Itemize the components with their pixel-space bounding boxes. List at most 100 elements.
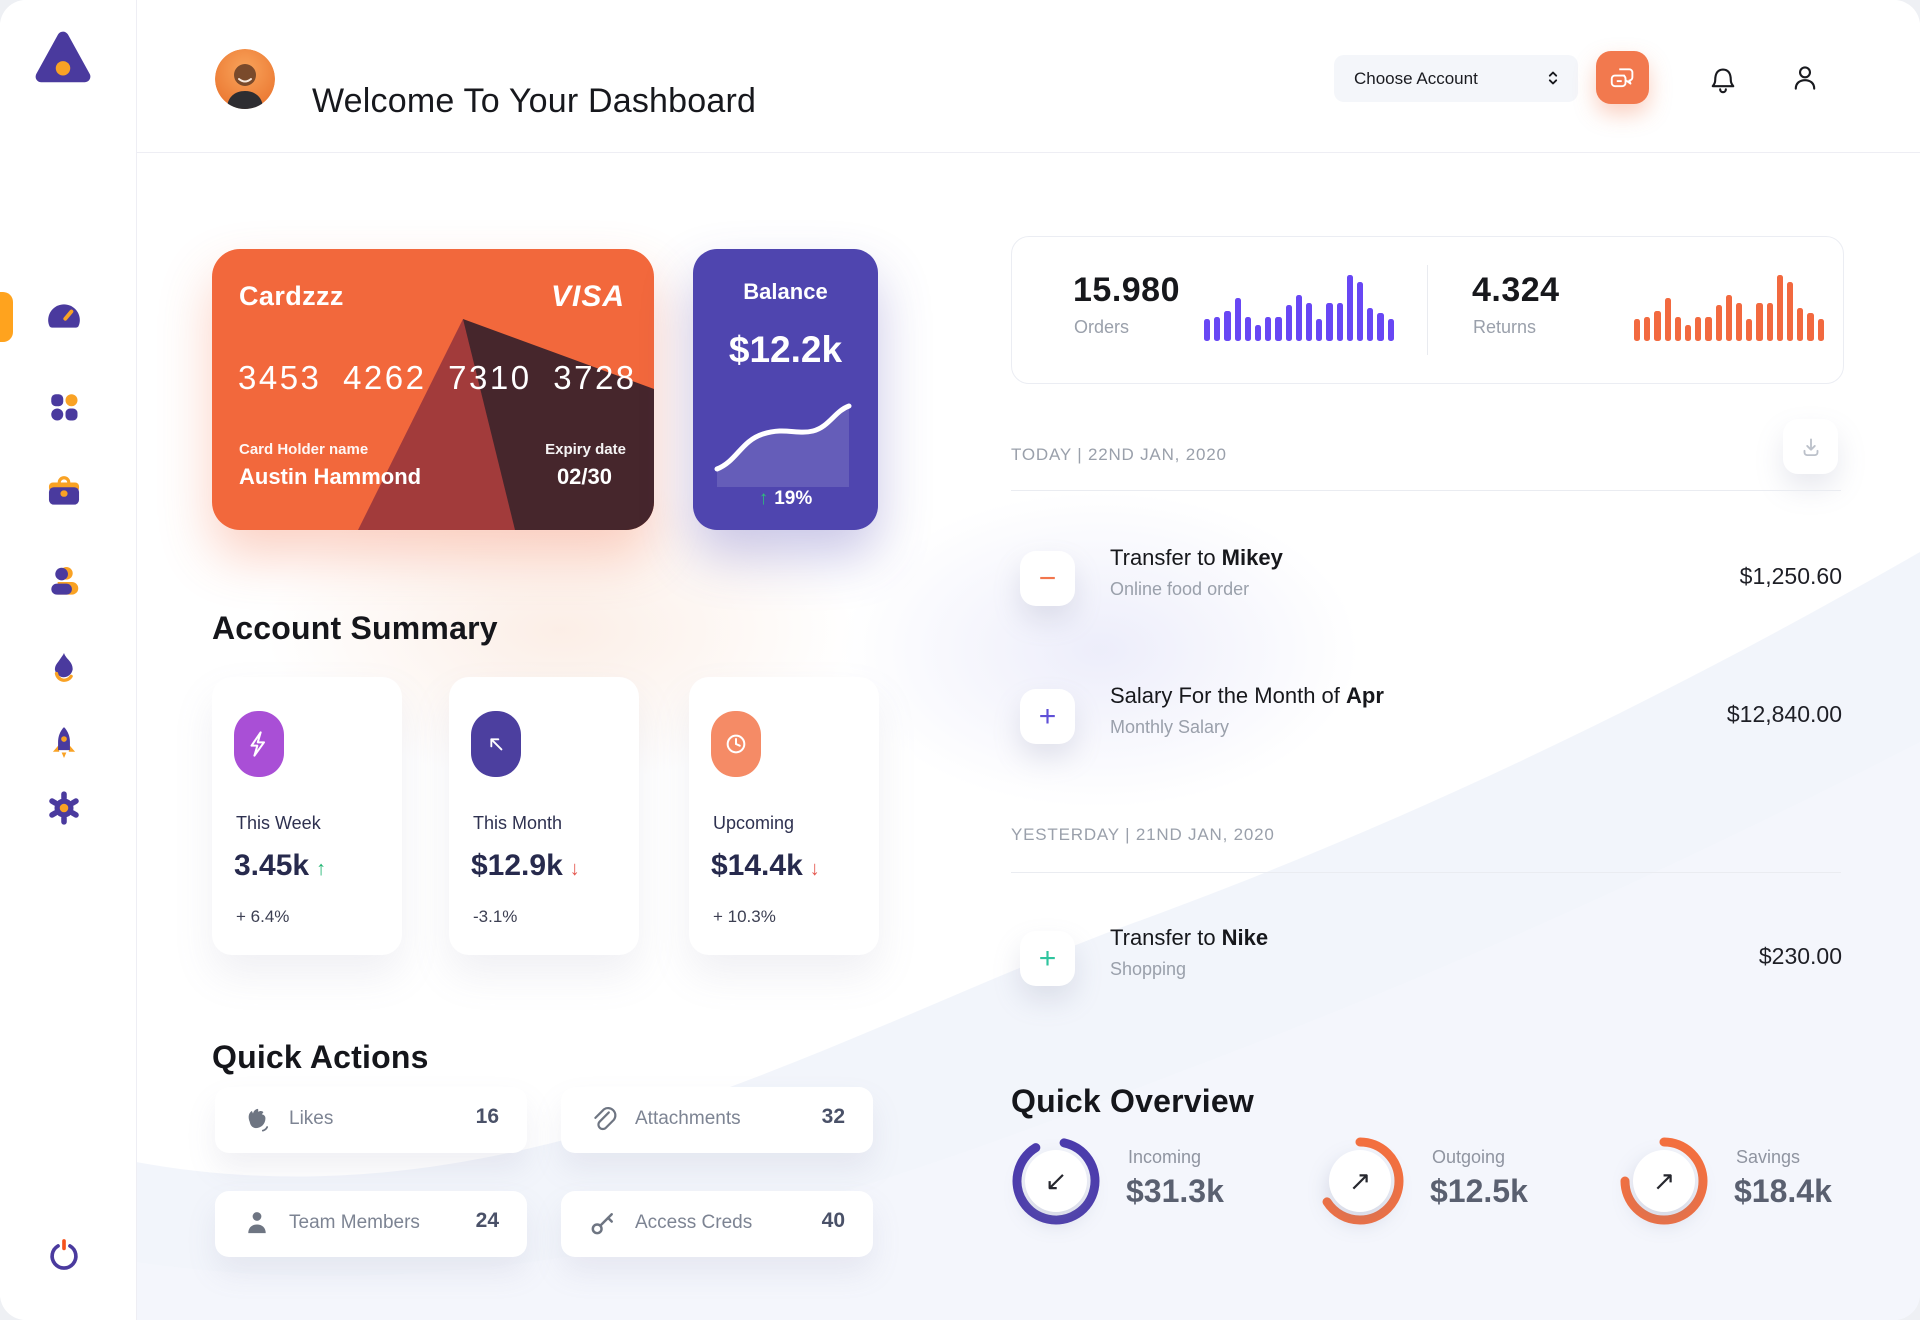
messages-button[interactable] bbox=[1596, 51, 1649, 104]
transaction-title: Salary For the Month of Apr bbox=[1110, 683, 1384, 708]
expiry-label: Expiry date bbox=[545, 441, 626, 458]
quick-action-access-creds[interactable]: Access Creds 40 bbox=[561, 1191, 873, 1257]
trend-arrow-icon: ↑ bbox=[316, 858, 327, 880]
transaction-amount: $1,250.60 bbox=[1739, 563, 1842, 589]
bar bbox=[1346, 275, 1354, 341]
card-name: Cardzzz bbox=[239, 281, 344, 311]
summary-value: $14.4k ↓ bbox=[711, 849, 820, 883]
flame-icon bbox=[54, 652, 73, 682]
date-header-today: TODAY | 22ND JAN, 2020 bbox=[1011, 445, 1227, 464]
orders-label: Orders bbox=[1074, 317, 1130, 337]
bar bbox=[1265, 316, 1272, 341]
bar bbox=[1224, 311, 1231, 341]
account-select[interactable]: Choose Account bbox=[1334, 55, 1578, 102]
bar bbox=[1725, 295, 1733, 341]
bar bbox=[1214, 317, 1221, 341]
user-icon bbox=[1794, 66, 1816, 90]
quick-action-label: Attachments bbox=[635, 1108, 741, 1129]
speedometer-icon bbox=[48, 304, 80, 328]
sidebar-item-portfolio[interactable] bbox=[38, 466, 90, 518]
quick-overview-title: Quick Overview bbox=[1011, 1082, 1254, 1119]
summary-value: $12.9k ↓ bbox=[471, 849, 580, 883]
plus-glyph: + bbox=[1038, 699, 1057, 733]
bar bbox=[1736, 302, 1743, 341]
download-button[interactable] bbox=[1783, 419, 1838, 474]
chevron-updown-icon bbox=[1548, 71, 1558, 85]
bar bbox=[1654, 311, 1661, 341]
sidebar-item-settings[interactable] bbox=[38, 782, 90, 834]
bar bbox=[1807, 312, 1814, 341]
transaction-amount: $230.00 bbox=[1758, 943, 1842, 969]
arrow-down-left-icon: ↙ bbox=[1025, 1150, 1087, 1212]
sidebar-item-activity[interactable] bbox=[38, 642, 90, 694]
active-indicator bbox=[0, 292, 13, 342]
quick-action-attachments[interactable]: Attachments 32 bbox=[561, 1087, 873, 1153]
sidebar-item-dashboard[interactable] bbox=[38, 290, 90, 342]
quick-action-likes[interactable]: Likes 16 bbox=[215, 1087, 527, 1153]
bar bbox=[1336, 303, 1343, 341]
bar bbox=[1695, 316, 1702, 341]
summary-amount: $14.4k bbox=[711, 849, 803, 882]
quick-action-label: Likes bbox=[289, 1108, 334, 1129]
stats-divider bbox=[1427, 265, 1428, 355]
summary-label: Upcoming bbox=[713, 813, 795, 833]
triangle-logo[interactable] bbox=[32, 28, 94, 90]
card-holder-name: Austin Hammond bbox=[239, 464, 422, 489]
transaction-row-salary[interactable]: + Salary For the Month of Apr Monthly Sa… bbox=[1011, 683, 1842, 745]
clap-icon bbox=[241, 1103, 273, 1138]
card-number: 3453 4262 7310 3728 bbox=[238, 359, 637, 396]
orders-returns-card: 15.980 Orders 4.324 Returns bbox=[1011, 236, 1844, 384]
transaction-row-mikey[interactable]: − Transfer to Mikey Online food order $1… bbox=[1011, 545, 1842, 607]
quick-action-count: 40 bbox=[821, 1209, 845, 1232]
summary-percent: + 10.3% bbox=[713, 907, 776, 926]
summary-value: 3.45k ↑ bbox=[234, 849, 326, 883]
expiry-value: 02/30 bbox=[556, 464, 612, 489]
quick-action-count: 32 bbox=[821, 1105, 845, 1128]
bar bbox=[1204, 318, 1211, 341]
bar bbox=[1685, 325, 1692, 341]
returns-value: 4.324 bbox=[1472, 271, 1560, 309]
user-avatar bbox=[215, 49, 275, 109]
returns-label: Returns bbox=[1473, 317, 1537, 337]
notifications-button[interactable] bbox=[1705, 60, 1741, 96]
progress-ring: ↗ bbox=[1316, 1137, 1404, 1225]
returns-bar-chart bbox=[1634, 275, 1824, 341]
bar bbox=[1316, 318, 1323, 341]
page-title: Welcome To Your Dashboard bbox=[312, 81, 757, 120]
transaction-subtitle: Online food order bbox=[1110, 579, 1250, 599]
bar bbox=[1705, 317, 1712, 341]
summary-amount: 3.45k bbox=[234, 849, 310, 882]
plus-icon: + bbox=[1020, 931, 1075, 986]
bar bbox=[1234, 298, 1241, 341]
profile-button[interactable] bbox=[1787, 60, 1823, 96]
bar bbox=[1275, 317, 1282, 341]
transaction-row-nike[interactable]: + Transfer to Nike Shopping $230.00 bbox=[1011, 925, 1842, 987]
chat-bubbles-icon bbox=[1610, 67, 1633, 87]
divider bbox=[1011, 490, 1841, 491]
quick-actions-title: Quick Actions bbox=[212, 1038, 429, 1075]
bar bbox=[1817, 318, 1824, 341]
balance-sparkline bbox=[714, 403, 852, 487]
plus-icon: + bbox=[1020, 689, 1075, 744]
balance-label: Balance bbox=[743, 279, 828, 304]
overview-amount: $18.4k bbox=[1734, 1173, 1832, 1209]
header: Welcome To Your Dashboard Choose Account bbox=[136, 0, 1920, 153]
trend-arrow-icon: ↓ bbox=[809, 858, 820, 880]
orders-value: 15.980 bbox=[1073, 271, 1180, 309]
summary-label: This Month bbox=[473, 813, 563, 833]
key-icon bbox=[587, 1207, 619, 1242]
trend-arrow-icon: ↓ bbox=[569, 858, 580, 880]
transaction-title: Transfer to Nike bbox=[1110, 925, 1269, 950]
overview-incoming: ↙ Incoming $31.3k bbox=[1012, 1137, 1312, 1227]
sidebar-item-apps[interactable] bbox=[38, 381, 90, 433]
balance-card: Balance $12.2k ↑ 19% bbox=[693, 249, 878, 530]
sidebar-item-contacts[interactable] bbox=[38, 556, 90, 608]
transaction-subtitle: Shopping bbox=[1110, 959, 1187, 979]
logout-button[interactable] bbox=[38, 1229, 90, 1281]
sidebar-item-boost[interactable] bbox=[38, 717, 90, 769]
bar bbox=[1255, 325, 1262, 341]
balance-change: 19% bbox=[774, 488, 813, 509]
quick-action-label: Team Members bbox=[289, 1212, 420, 1233]
account-summary-title: Account Summary bbox=[212, 609, 498, 646]
quick-action-team-members[interactable]: Team Members 24 bbox=[215, 1191, 527, 1257]
